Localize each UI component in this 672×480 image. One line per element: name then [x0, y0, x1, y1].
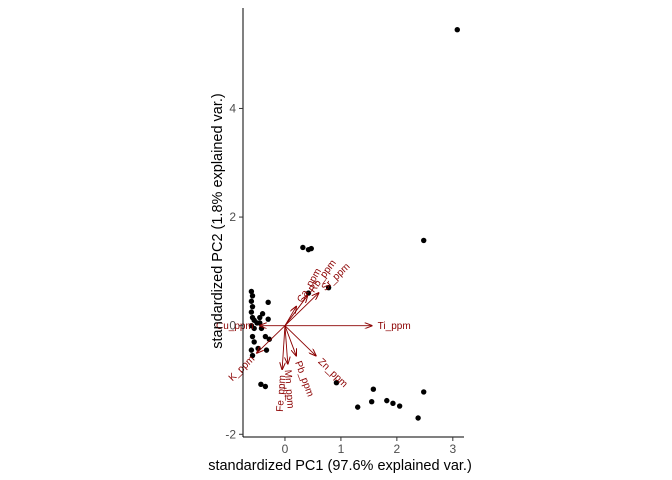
- loading-label: K_ppm: [227, 354, 257, 384]
- data-point: [370, 386, 377, 392]
- x-axis-title: standardized PC1 (97.6% explained var.): [208, 458, 472, 474]
- loading-label: Ti_ppm: [378, 321, 411, 332]
- loading-label: Fe_ppm: [275, 375, 288, 412]
- x-tick-label: 3: [449, 442, 456, 456]
- data-point: [265, 299, 271, 306]
- loading-arrow: [285, 325, 288, 364]
- data-point: [266, 336, 272, 342]
- loading-arrow: [284, 325, 296, 356]
- loading-arrow: [284, 325, 316, 356]
- data-point: [384, 397, 390, 404]
- data-point: [249, 293, 256, 299]
- loading-label: Cu_ppm: [216, 321, 254, 332]
- data-point: [265, 316, 271, 322]
- loading-arrow: [282, 325, 285, 369]
- data-point: [390, 400, 396, 407]
- data-point: [248, 309, 255, 315]
- loading-arrow: [284, 307, 296, 326]
- data-point: [248, 298, 255, 304]
- data-point: [396, 403, 403, 409]
- axes: 0 1 2 3 -2 0 2 4: [225, 8, 464, 456]
- data-point: [249, 333, 256, 340]
- data-point: [421, 389, 427, 395]
- data-point: [251, 325, 257, 332]
- y-tick-label: 2: [229, 210, 236, 224]
- x-tick-label: 0: [282, 442, 289, 456]
- data-point: [251, 339, 257, 345]
- loading-label: Pb_ppm: [292, 360, 315, 399]
- data-point: [300, 244, 306, 251]
- data-point: [249, 303, 256, 310]
- data-points: [248, 27, 460, 421]
- data-point: [262, 383, 269, 390]
- data-point: [415, 415, 421, 421]
- y-axis-ticks: -2 0 2 4: [225, 101, 243, 441]
- data-point: [258, 381, 264, 388]
- data-point: [421, 237, 427, 244]
- data-point: [248, 288, 255, 295]
- data-point: [354, 404, 361, 410]
- y-tick-label: -2: [225, 427, 236, 441]
- y-tick-label: 0: [229, 319, 236, 333]
- x-axis-ticks: 0 1 2 3: [282, 437, 456, 456]
- loading-label: Zn_ppm: [315, 357, 349, 390]
- data-point: [249, 352, 256, 359]
- data-point: [258, 325, 265, 332]
- data-point: [454, 27, 460, 33]
- data-point: [368, 399, 375, 405]
- data-point: [259, 311, 266, 317]
- data-point: [257, 320, 263, 326]
- data-point: [263, 347, 270, 353]
- x-tick-label: 1: [338, 442, 345, 456]
- data-point: [333, 379, 340, 386]
- y-axis-title: standardized PC2 (1.8% explained var.): [210, 93, 226, 349]
- loading-arrows: Ti_ppmSr_ppmRb_ppmCa_ppmZn_ppmMn_ppmFe_p…: [216, 258, 411, 412]
- data-point: [257, 314, 263, 321]
- loading-arrow: [284, 293, 319, 327]
- data-point: [262, 333, 269, 340]
- loading-label: Mn_ppm: [282, 369, 296, 409]
- data-point: [325, 284, 332, 291]
- x-tick-label: 2: [394, 442, 401, 456]
- y-tick-label: 4: [229, 101, 236, 115]
- data-point: [248, 347, 255, 353]
- data-point: [308, 245, 314, 252]
- loading-arrow: [257, 325, 286, 353]
